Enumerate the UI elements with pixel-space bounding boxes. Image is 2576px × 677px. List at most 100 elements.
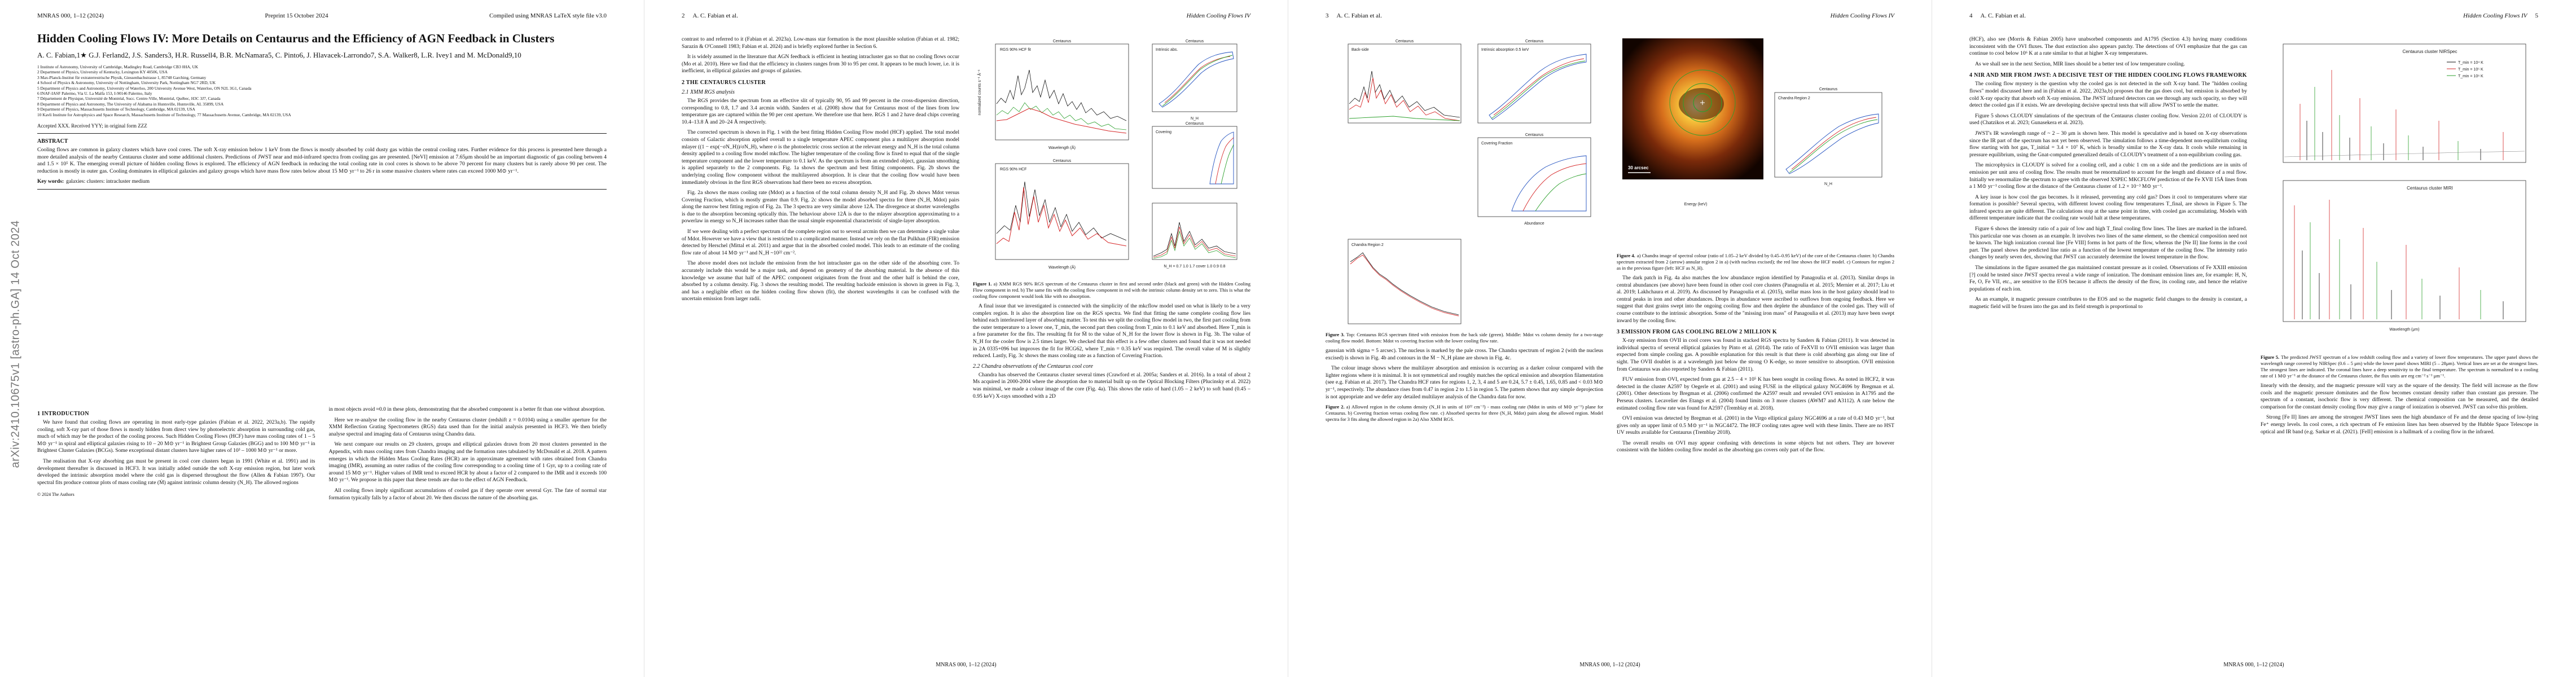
page-4: 4 A. C. Fabian et al. Hidden Cooling Flow… [1932,0,2575,677]
arxiv-stamp: arXiv:2410.10675v1 [astro-ph.GA] 14 Oct … [9,220,22,468]
affiliation: 3 Max-Planck-Institut für extraterrestri… [37,74,207,80]
fig3c-contour-green [1535,173,1587,212]
fig4a-image: 30 arcsec [1622,38,1763,179]
page-number: 4 [1969,12,1973,19]
page-header: MNRAS 000, 1–12 (2024) Preprint 15 Octob… [37,12,607,23]
fig3a-annotation: Back-side [1351,48,1369,52]
fig3-xlabel: Abundance [1524,222,1544,226]
paragraph: We next compare our results on 29 cluste… [328,441,607,483]
section-heading: 3 EMISSION FROM GAS COOLING BELOW 2 MILL… [1617,329,1777,336]
page-header: 3 A. C. Fabian et al. Hidden Cooling Flow… [1326,12,1894,23]
fig1a-panel: Centaurus RGS 90% HCF fit Wavelength (Å)… [977,39,1129,150]
column-right: Centaurus RGS 90% HCF fit Wavelength (Å)… [973,36,1250,650]
abstract-box: ABSTRACT Cooling flows are common in gal… [37,133,607,190]
fig1a-annotation: RGS 90% HCF fit [1000,48,1031,52]
paragraph: The cooling flow mystery is the question… [1969,81,2247,109]
affiliation: 6 INAF-IASF Palermo, Via U. La Malfa 153… [37,91,152,96]
paragraph: The RGS provides the spectrum from an ef… [682,97,959,125]
fig5-legend-item: T_min = 10⁴ K [2458,61,2483,65]
fig5-legend-item: T_min = 10⁵ K [2458,68,2483,72]
section-heading: 1 INTRODUCTION [37,411,89,417]
column-right: Centaurus cluster NIRSpec T_min = 10⁴ K … [2261,36,2538,650]
page-3: 3 A. C. Fabian et al. Hidden Cooling Flow… [1288,0,1932,677]
affiliation: 9 Department of Physics, Massachusetts I… [37,107,195,112]
fig4c-contour-blue [1785,113,1879,174]
page-footer: MNRAS 000, 1–12 (2024) [2223,662,2284,668]
fig2c-spectrum-1 [1153,222,1236,257]
page-header: 4 A. C. Fabian et al. Hidden Cooling Flow… [1969,12,2538,23]
paragraph: Figure 5 shows CLOUDY simulations of the… [1969,112,2247,126]
fig4c-xlabel: N_H [1824,182,1832,186]
fig3c-contour-blue [1511,155,1587,212]
journal-ref: MNRAS 000, 1–12 (2024) [37,12,104,19]
fig5b-panel: Centaurus cluster MIRI [2283,180,2526,332]
paragraph: The dark patch in Fig. 4a also matches t… [1617,275,1894,324]
fig3b-contour-red [1493,58,1585,116]
fig2c-panel: N_H = 0.7 1.0 1.7 cover 1.0 0.9 0.8 [1152,203,1237,269]
page-header: 2 A. C. Fabian et al. Hidden Cooling Flow… [682,12,1250,23]
figure-5: Centaurus cluster NIRSpec T_min = 10⁴ K … [2283,43,2526,332]
figure-4: 30 arcsec Centaurus Chandra Region 2 N_H… [1622,38,1882,206]
affiliation: 10 Kavli Institute for Astrophysics and … [37,112,291,117]
running-title: Hidden Cooling Flows IV [1830,12,1894,19]
figure-3-caption: Figure 3. Top: Centaurus RGS spectrum fit… [1326,332,1603,344]
fig3c-annotation: Covering Fraction [1481,142,1512,146]
paragraph: Here we re-analyse the cooling flow in t… [328,416,607,437]
body-columns: Centaurus Back-side Centaurus Intrinsic … [1326,36,1894,650]
fig2a-panel: Centaurus Intrinsic abs. N_H [1152,39,1237,121]
column-left: 1 INTRODUCTION We have found that coolin… [37,406,315,650]
paragraph: As we shall see in the next Section, MIR… [1975,60,2185,67]
figure-3: Centaurus Back-side Centaurus Intrinsic … [1348,39,1591,324]
fig1b-title: Centaurus [1053,159,1072,163]
fig3a-spectrum-black [1349,71,1460,118]
keywords-text: galaxies: clusters: intracluster medium [66,178,150,185]
figure-2-caption: Figure 2. a) Allowed region in the column… [1326,404,1603,423]
fig2b-contour-blue [1209,131,1234,184]
fig3a-title: Centaurus [1395,39,1414,43]
body-columns: contrast to and referred to it (Fabian e… [682,36,1250,650]
fig3b-annotation: Intrinsic absorption 0.5 keV [1481,48,1529,52]
fig1b-spectrum-black [996,181,1127,241]
fig4b-model-red [1350,254,1459,316]
column-right: 30 arcsec Centaurus Chandra Region 2 N_H… [1617,36,1894,650]
subsection-heading: 2.1 XMM RGS analysis [682,89,735,95]
fig1a-xlabel: Wavelength (Å) [1048,145,1076,150]
compiled-note: Compiled using MNRAS LaTeX style file v3… [489,12,607,19]
paragraph: The simulations in the figure assumed th… [1969,265,2247,292]
paragraph: FUV emission from OVI, expected from gas… [1617,376,1894,411]
fig1b-panel: Centaurus RGS 90% HCF Wavelength (Å) [995,159,1129,270]
fig2a-contour-green [1162,55,1233,107]
fig3b-contour-blue [1489,54,1587,120]
fig5b-title: Centaurus cluster MIRI [2407,186,2453,191]
paragraph: Figure 6 shows the intensity ratio of a … [1969,226,2247,261]
fig4b-title: Chandra Region 2 [1351,243,1384,247]
paragraph: Strong [Fe II] lines are among the stron… [2261,414,2538,435]
running-author: A. C. Fabian et al. [692,12,738,19]
affiliation: 5 Department of Physics and Astronomy, U… [37,85,252,91]
fig3c-title: Centaurus [1525,133,1544,137]
copyright: © 2024 The Authors [37,492,74,498]
paragraph: The corrected spectrum is shown in Fig. … [682,129,959,186]
fig1a-ylabel: normalized counts s⁻¹ Å⁻¹ [977,69,982,116]
fig1b-xlabel: Wavelength (Å) [1048,265,1076,270]
paragraph: A final issue that we investigated is co… [973,303,1250,359]
paragraph: A key issue is how cool the gas becomes.… [1969,194,2247,222]
paragraph: The realisation that X-ray absorbing gas… [37,458,315,486]
running-author: A. C. Fabian et al. [1980,12,2026,19]
fig1b-model-red [996,187,1127,247]
column-left: Centaurus Back-side Centaurus Intrinsic … [1326,36,1603,650]
paragraph: X-ray emission from OVII in cool cores w… [1617,337,1894,372]
page-footer: MNRAS 000, 1–12 (2024) [936,662,997,668]
page-number: 3 [1326,12,1329,19]
paragraph: JWST's IR wavelength range of ~ 2 – 30 μ… [1969,130,2247,158]
figure-1-caption: Figure 1. a) XMM RGS 90% RGS spectrum of … [973,281,1250,299]
paragraph: It is widely assumed in the literature t… [682,54,959,74]
affiliation: 8 Department of Physics and Astronomy, T… [37,101,224,107]
paragraph: Fig. 2a shows the mass cooling rate (Mdo… [682,190,959,225]
fig4c-title: Centaurus [1819,87,1838,91]
section-heading: 4 NIR AND MIR FROM JWST: A DECISIVE TEST… [1969,72,2247,79]
paragraph: (HCF), also see (Morris & Fabian 2005) h… [1969,36,2247,57]
fig3b-panel: Centaurus Intrinsic absorption 0.5 keV [1477,39,1591,124]
paragraph: We have found that cooling flows are ope… [37,419,315,454]
affiliation: 1 Institute of Astronomy, University of … [37,64,199,69]
